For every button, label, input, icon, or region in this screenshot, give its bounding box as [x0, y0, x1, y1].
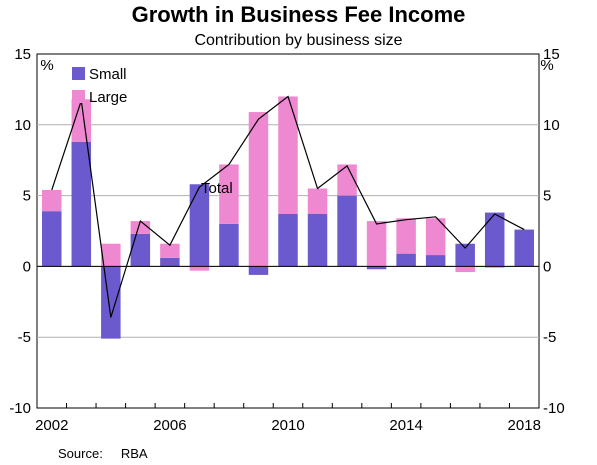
bar-large-2009 [248, 112, 269, 267]
bar-small-2013 [366, 266, 387, 270]
bar-small-2009 [248, 266, 269, 275]
bar-large-2014 [396, 218, 416, 254]
bar-large-2012 [337, 164, 357, 196]
y-tick-label-right: 15 [543, 46, 560, 63]
x-tick-label: 2014 [389, 417, 422, 434]
y-tick-label-right: 0 [543, 258, 551, 275]
total-line-group [51, 95, 525, 318]
bar-large-2004 [101, 243, 121, 267]
total-annotation: Total [201, 180, 233, 197]
bar-large-2015 [425, 218, 446, 256]
y-tick-label-left: -5 [18, 329, 31, 346]
y-tick-label-left: 10 [14, 117, 31, 134]
axes: -10 -10 -5 -5 0 0 5 5 10 10 15 15 2002 2006 2010 2014 20… [9, 46, 564, 434]
bar-small-2012 [337, 195, 357, 267]
bar-large-2002 [42, 189, 62, 212]
y-tick-label-right: 10 [543, 117, 560, 134]
y-tick-label-left: 0 [23, 258, 31, 275]
legend-swatch-large [72, 90, 85, 103]
legend: Small Large [72, 66, 127, 106]
bar-large-2007 [189, 266, 210, 271]
legend-label-large: Large [89, 89, 127, 106]
y-tick-label-left: -10 [9, 400, 31, 417]
y-tick-label-left: 5 [23, 188, 31, 205]
bar-large-2003 [71, 99, 92, 142]
bar-small-2011 [307, 214, 328, 267]
x-tick-label: 2018 [508, 417, 541, 434]
bar-large-2011 [307, 188, 328, 215]
bars [42, 96, 534, 339]
chart-title: Growth in Business Fee Income [131, 2, 466, 27]
legend-swatch-small [72, 67, 85, 80]
y-tick-label-left: 15 [14, 46, 31, 63]
total-line [51, 95, 525, 318]
bar-small-2014 [396, 253, 416, 267]
bar-small-2010 [278, 214, 298, 267]
chart-subtitle: Contribution by business size [194, 32, 403, 49]
y-tick-label-right: -10 [543, 400, 565, 417]
source-label: Source: [58, 446, 103, 461]
y-tick-label-right: 5 [543, 188, 551, 205]
bar-small-2003 [71, 141, 92, 267]
x-tick-label: 2006 [153, 417, 186, 434]
bar-large-2013 [366, 221, 387, 267]
bar-small-2008 [219, 223, 239, 267]
y-unit-left: % [40, 57, 53, 74]
x-tick-label: 2002 [35, 417, 68, 434]
bar-large-2005 [130, 221, 151, 234]
bar-small-2018 [514, 229, 534, 267]
y-tick-label-right: -5 [543, 329, 556, 346]
bar-large-2017 [484, 266, 505, 268]
x-tick-label: 2010 [271, 417, 304, 434]
bar-large-2008 [219, 164, 239, 224]
bar-small-2016 [455, 243, 475, 267]
source-value: RBA [120, 446, 148, 461]
bar-small-2002 [42, 211, 62, 267]
plot-frame [36, 53, 540, 409]
y-unit-right: % [540, 57, 553, 74]
bar-small-2017 [484, 212, 505, 267]
legend-label-small: Small [89, 66, 127, 83]
bar-small-2006 [160, 257, 180, 267]
bar-large-2006 [160, 243, 180, 258]
bar-large-2010 [278, 96, 298, 215]
source-note: Source: RBA [58, 446, 166, 461]
bar-small-2005 [130, 233, 151, 267]
bar-large-2016 [455, 266, 475, 273]
bar-small-2007 [189, 184, 210, 267]
bar-small-2004 [101, 266, 121, 339]
bar-small-2015 [425, 255, 446, 267]
